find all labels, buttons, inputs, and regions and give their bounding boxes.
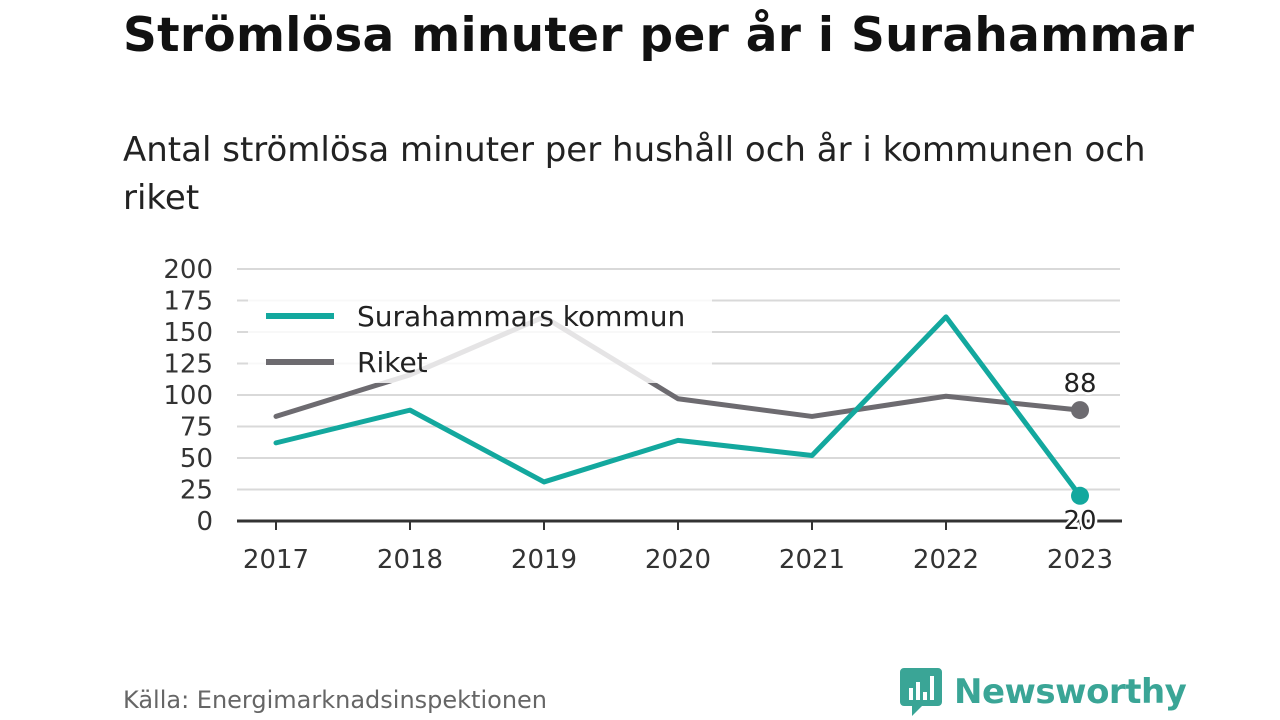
source-note: Källa: Energimarknadsinspektionen <box>123 686 548 714</box>
y-tick-label-200: 200 <box>163 255 213 285</box>
y-tick-label-150: 150 <box>163 318 213 348</box>
x-tick-label-2021: 2021 <box>779 545 845 575</box>
y-tick-label-100: 100 <box>163 381 213 411</box>
newsworthy-icon <box>900 668 942 716</box>
y-tick-label-0: 0 <box>196 507 213 537</box>
end-point-riket <box>1071 401 1089 420</box>
x-tick-label-2023: 2023 <box>1047 545 1113 575</box>
y-tick-label-175: 175 <box>163 287 213 317</box>
end-label-kommun: 20 <box>1063 506 1096 536</box>
end-label-riket: 88 <box>1063 369 1096 399</box>
chart-title: Strömlösa minuter per år i Surahammar <box>123 8 1195 63</box>
y-tick-label-25: 25 <box>180 476 213 506</box>
x-tick-label-2019: 2019 <box>511 545 577 575</box>
x-tick-label-2018: 2018 <box>377 545 443 575</box>
legend-label-riket: Riket <box>357 346 428 379</box>
end-point-kommun <box>1071 486 1089 505</box>
x-tick-label-2017: 2017 <box>243 545 309 575</box>
series-line-kommun <box>273 314 1083 499</box>
legend-label-kommun: Surahammars kommun <box>357 300 685 333</box>
newsworthy-logo: Newsworthy <box>900 668 1187 716</box>
chart-subtitle: Antal strömlösa minuter per hushåll och … <box>123 130 1146 218</box>
y-tick-label-75: 75 <box>180 413 213 443</box>
brand-name: Newsworthy <box>954 672 1187 712</box>
y-tick-label-125: 125 <box>163 350 213 380</box>
x-tick-label-2022: 2022 <box>913 545 979 575</box>
y-tick-label-50: 50 <box>180 444 213 474</box>
x-tick-label-2020: 2020 <box>645 545 711 575</box>
legend-background <box>248 293 712 383</box>
